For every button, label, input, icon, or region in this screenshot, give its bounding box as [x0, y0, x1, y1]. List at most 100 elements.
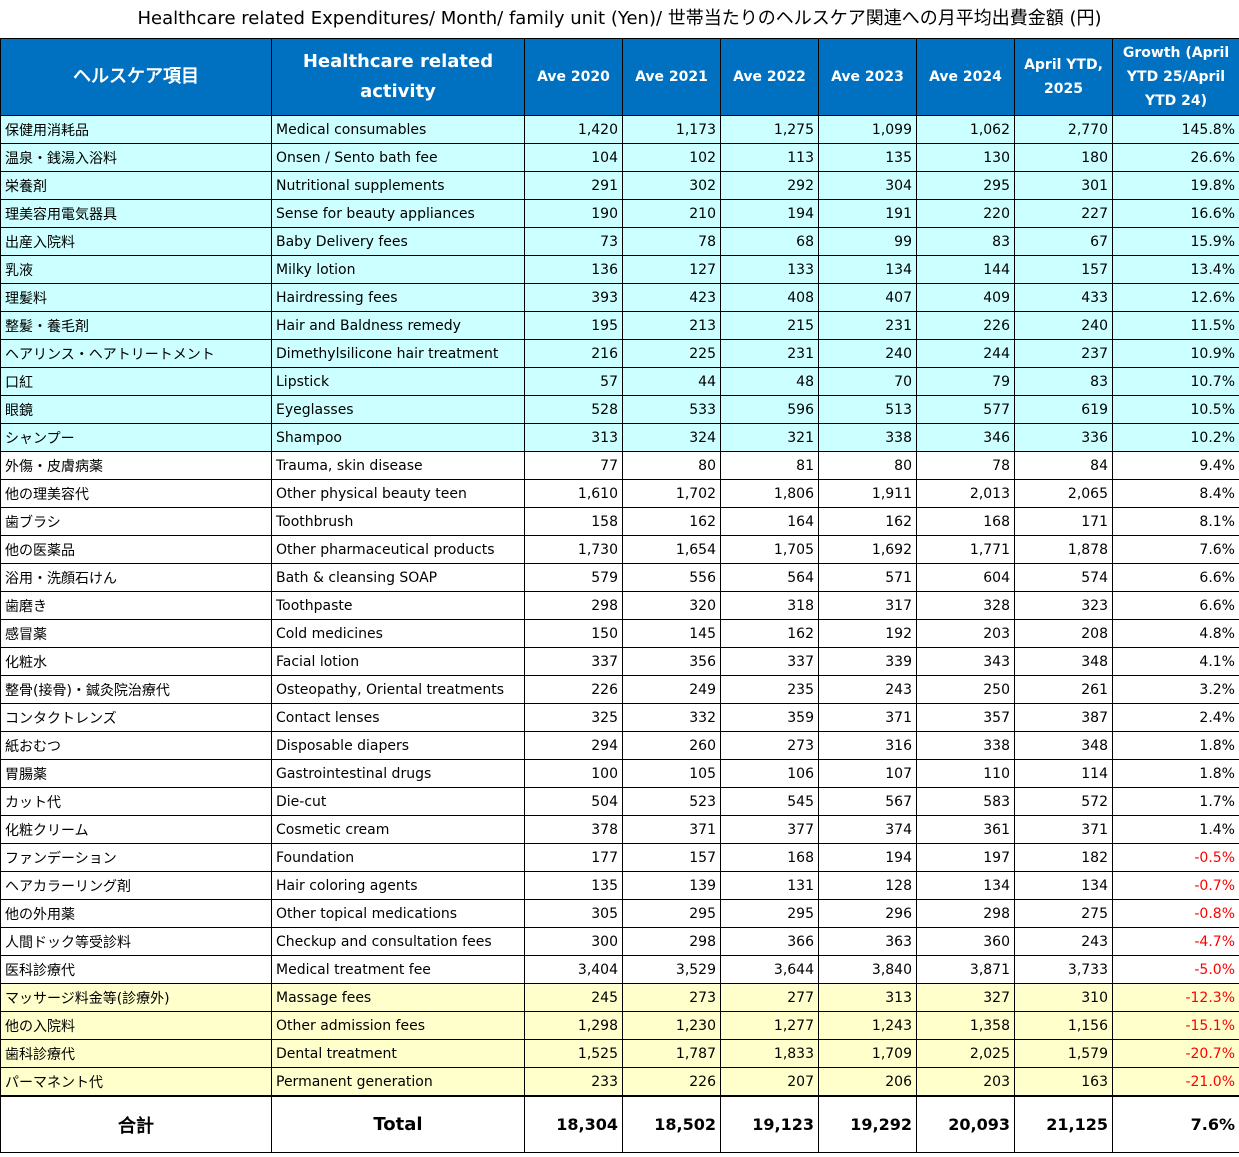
- value-ave-2023: 374: [818, 815, 917, 844]
- value-ave-2024: 1,358: [916, 1011, 1015, 1040]
- value-ave-2021: 226: [622, 1067, 721, 1097]
- table-row: 出産入院料 Baby Delivery fees 73 78 68 99 83 67 15.9%: [0, 227, 1239, 256]
- value-ave-2020: 300: [524, 927, 623, 956]
- value-ave-2023: 567: [818, 787, 917, 816]
- value-ytd-2025: 240: [1014, 311, 1113, 340]
- growth-value: 16.6%: [1112, 199, 1239, 228]
- value-ave-2022: 318: [720, 591, 819, 620]
- item-en: Die-cut: [271, 787, 525, 816]
- value-ave-2020: 158: [524, 507, 623, 536]
- value-ave-2024: 2,013: [916, 479, 1015, 508]
- value-ave-2023: 135: [818, 143, 917, 172]
- value-ave-2022: 1,833: [720, 1039, 819, 1068]
- value-ave-2024: 250: [916, 675, 1015, 704]
- value-ave-2021: 533: [622, 395, 721, 424]
- table-row: 他の外用薬 Other topical medications 305 295 295 2…: [0, 899, 1239, 928]
- item-jp: 人間ドック等受診料: [0, 927, 272, 956]
- table-row: 他の医薬品 Other pharmaceutical products 1,730 1…: [0, 535, 1239, 564]
- item-jp: 歯磨き: [0, 591, 272, 620]
- item-en: Gastrointestinal drugs: [271, 759, 525, 788]
- item-en: Eyeglasses: [271, 395, 525, 424]
- item-jp: ファンデーション: [0, 843, 272, 872]
- value-ave-2023: 194: [818, 843, 917, 872]
- value-ave-2024: 360: [916, 927, 1015, 956]
- value-ave-2022: 321: [720, 423, 819, 452]
- value-ave-2022: 106: [720, 759, 819, 788]
- value-ave-2024: 577: [916, 395, 1015, 424]
- item-en: Bath & cleansing SOAP: [271, 563, 525, 592]
- total-ytd-2025: 21,125: [1014, 1095, 1113, 1153]
- value-ave-2020: 190: [524, 199, 623, 228]
- value-ave-2022: 1,275: [720, 115, 819, 144]
- item-jp: 歯科診療代: [0, 1039, 272, 1068]
- value-ave-2023: 317: [818, 591, 917, 620]
- table-row: コンタクトレンズ Contact lenses 325 332 359 371 357 387…: [0, 703, 1239, 732]
- value-ave-2024: 220: [916, 199, 1015, 228]
- value-ave-2021: 1,702: [622, 479, 721, 508]
- table-row: カット代 Die-cut 504 523 545 567 583 572 1.7%: [0, 787, 1239, 816]
- table-row: 乳液 Milky lotion 136 127 133 134 144 157 13.4%: [0, 255, 1239, 284]
- item-en: Other topical medications: [271, 899, 525, 928]
- value-ave-2021: 1,654: [622, 535, 721, 564]
- item-jp: 整骨(接骨)・鍼灸院治療代: [0, 675, 272, 704]
- total-ave-2020: 18,304: [524, 1095, 623, 1153]
- value-ave-2020: 393: [524, 283, 623, 312]
- item-jp: 温泉・銭湯入浴料: [0, 143, 272, 172]
- value-ave-2020: 528: [524, 395, 623, 424]
- table-row: シャンプー Shampoo 313 324 321 338 346 336 10.2%: [0, 423, 1239, 452]
- value-ave-2023: 339: [818, 647, 917, 676]
- item-jp: コンタクトレンズ: [0, 703, 272, 732]
- table-row: マッサージ料金等(診療外) Massage fees 245 273 277 313 327…: [0, 983, 1239, 1012]
- value-ave-2023: 1,709: [818, 1039, 917, 1068]
- value-ave-2020: 135: [524, 871, 623, 900]
- value-ytd-2025: 371: [1014, 815, 1113, 844]
- item-en: Milky lotion: [271, 255, 525, 284]
- item-en: Cold medicines: [271, 619, 525, 648]
- value-ave-2021: 225: [622, 339, 721, 368]
- table-row: 温泉・銭湯入浴料 Onsen / Sento bath fee 104 102 113 1…: [0, 143, 1239, 172]
- value-ave-2024: 203: [916, 1067, 1015, 1097]
- value-ave-2023: 371: [818, 703, 917, 732]
- header-ave-2023: Ave 2023: [818, 38, 917, 116]
- header-ave-2024: Ave 2024: [916, 38, 1015, 116]
- item-jp: 眼鏡: [0, 395, 272, 424]
- table-row: 人間ドック等受診料 Checkup and consultation fees 30…: [0, 927, 1239, 956]
- table-row: 歯磨き Toothpaste 298 320 318 317 328 323 6.6%: [0, 591, 1239, 620]
- value-ytd-2025: 182: [1014, 843, 1113, 872]
- table-row: 浴用・洗顔石けん Bath & cleansing SOAP 579 556 564 57…: [0, 563, 1239, 592]
- value-ave-2022: 564: [720, 563, 819, 592]
- value-ave-2023: 191: [818, 199, 917, 228]
- value-ave-2023: 162: [818, 507, 917, 536]
- value-ave-2023: 128: [818, 871, 917, 900]
- value-ave-2020: 504: [524, 787, 623, 816]
- value-ave-2024: 1,062: [916, 115, 1015, 144]
- value-ave-2023: 316: [818, 731, 917, 760]
- value-ave-2022: 3,644: [720, 955, 819, 984]
- item-jp: 出産入院料: [0, 227, 272, 256]
- table-row: 他の理美容代 Other physical beauty teen 1,610 1,7…: [0, 479, 1239, 508]
- item-en: Lipstick: [271, 367, 525, 396]
- value-ave-2024: 134: [916, 871, 1015, 900]
- value-ave-2020: 298: [524, 591, 623, 620]
- item-jp: 整髪・養毛剤: [0, 311, 272, 340]
- value-ave-2021: 320: [622, 591, 721, 620]
- value-ytd-2025: 67: [1014, 227, 1113, 256]
- total-growth: 7.6%: [1112, 1095, 1239, 1153]
- table-row: 保健用消耗品 Medical consumables 1,420 1,173 1,275…: [0, 115, 1239, 144]
- value-ave-2023: 1,911: [818, 479, 917, 508]
- table-row: 胃腸薬 Gastrointestinal drugs 100 105 106 107 110…: [0, 759, 1239, 788]
- value-ytd-2025: 84: [1014, 451, 1113, 480]
- value-ytd-2025: 1,579: [1014, 1039, 1113, 1068]
- value-ave-2023: 1,692: [818, 535, 917, 564]
- item-jp: 他の理美容代: [0, 479, 272, 508]
- value-ave-2020: 73: [524, 227, 623, 256]
- value-ave-2020: 57: [524, 367, 623, 396]
- growth-value: 8.1%: [1112, 507, 1239, 536]
- value-ave-2021: 556: [622, 563, 721, 592]
- value-ave-2020: 1,298: [524, 1011, 623, 1040]
- item-en: Foundation: [271, 843, 525, 872]
- item-en: Other pharmaceutical products: [271, 535, 525, 564]
- value-ave-2020: 77: [524, 451, 623, 480]
- value-ave-2021: 78: [622, 227, 721, 256]
- value-ytd-2025: 243: [1014, 927, 1113, 956]
